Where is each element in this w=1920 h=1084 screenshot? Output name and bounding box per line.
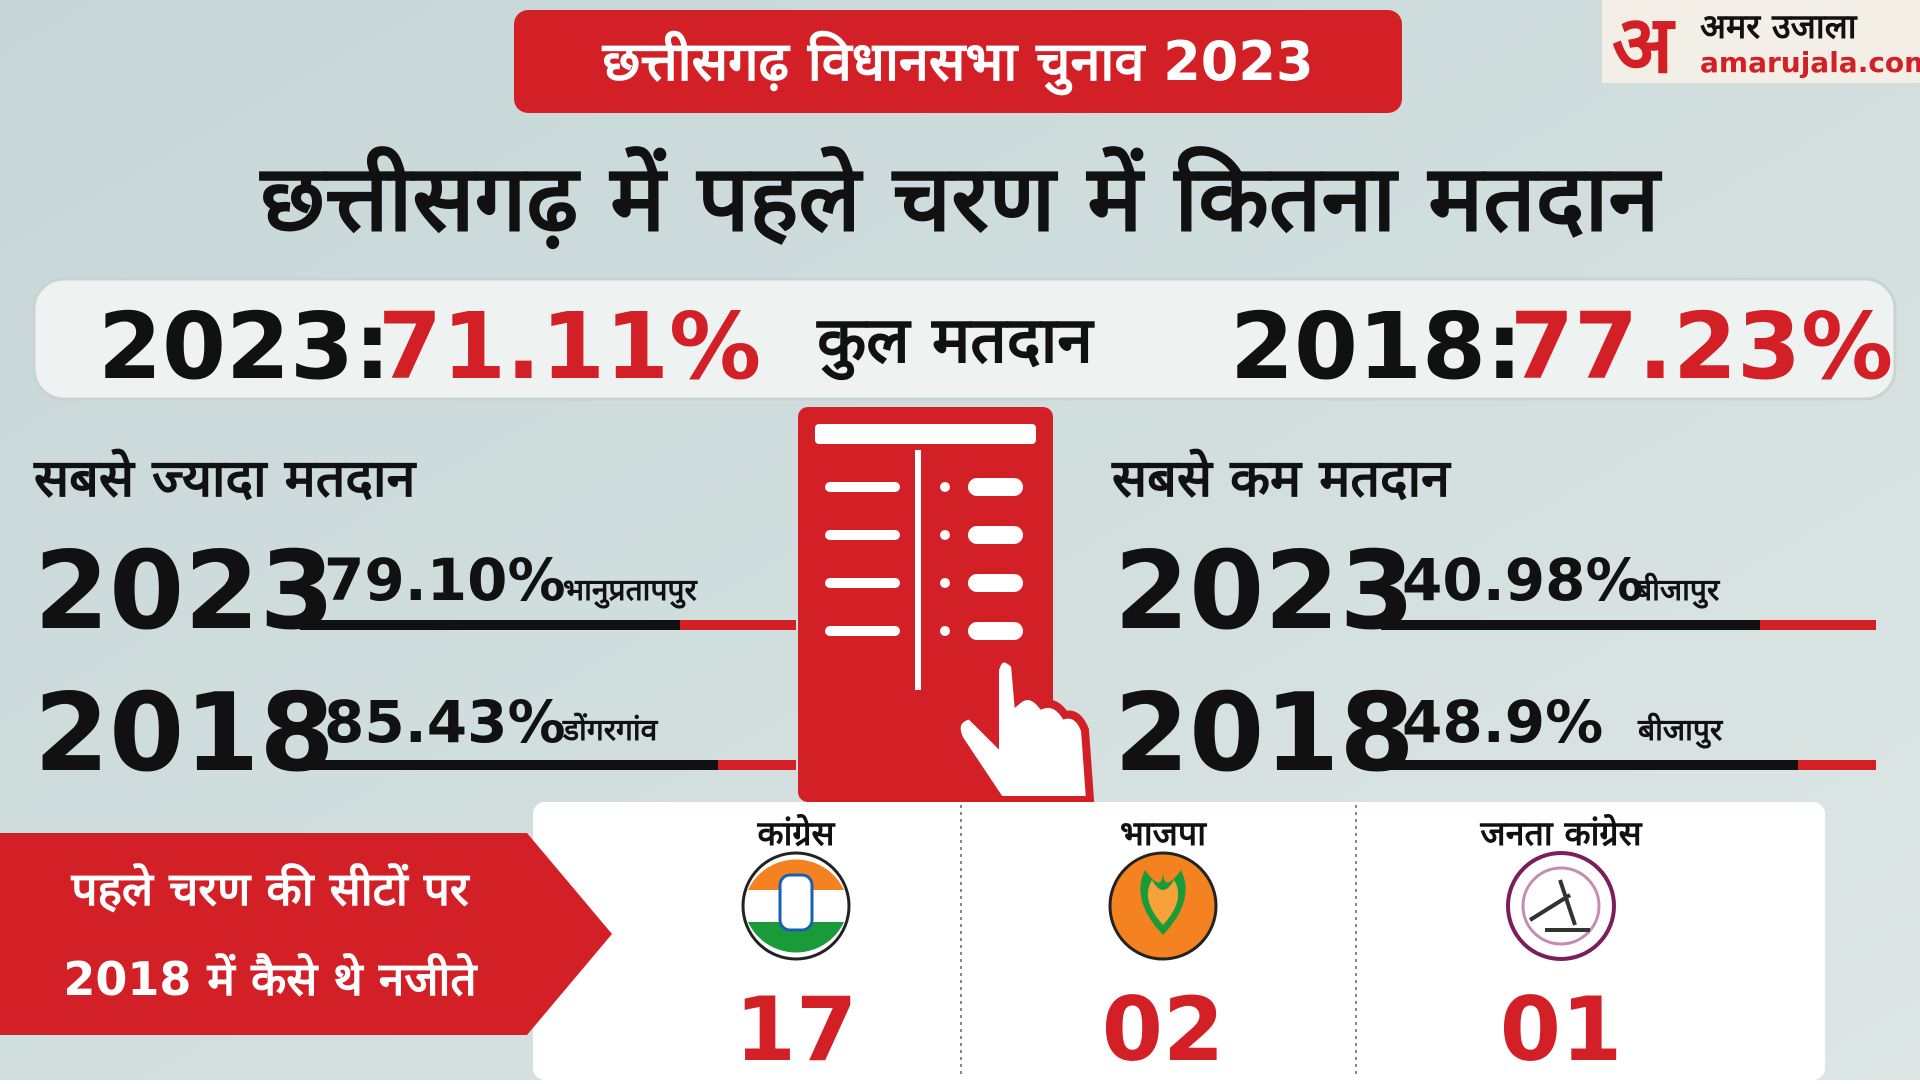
logo-name: अमर उजाला — [1700, 7, 1858, 47]
caption-line: 2018 में कैसे थे नजीते — [63, 952, 478, 1006]
party-logo — [1506, 851, 1616, 961]
party-seats: 01 — [1500, 978, 1622, 1080]
total-year-2018: 2018: — [1230, 293, 1523, 400]
party-name: जनता कांग्रेस — [1479, 813, 1642, 854]
party-name: कांग्रेस — [756, 813, 835, 854]
header-tag-box — [514, 10, 1402, 113]
highest-value: 79.10% — [324, 546, 566, 614]
highest-place: डोंगरगांव — [562, 712, 659, 748]
party-seats: 17 — [735, 978, 857, 1080]
total-value-2023: 71.11% — [378, 293, 761, 400]
totals-band — [32, 277, 1897, 401]
lowest-value: 48.9% — [1402, 688, 1603, 756]
highest-heading: सबसे ज्यादा मतदान — [33, 448, 417, 509]
header-tag: छत्तीसगढ़ विधानसभा चुनाव 2023 — [601, 30, 1313, 96]
lowest-year: 2018 — [1114, 671, 1415, 796]
highest-value: 85.43% — [324, 688, 566, 756]
caption-arrow — [0, 833, 612, 1035]
logo-site: amarujala.com — [1700, 46, 1920, 79]
highest-place: भानुप्रतापपुर — [563, 573, 699, 609]
voting-icon — [798, 407, 1095, 804]
logo-box — [1602, 0, 1920, 83]
party-seats: 02 — [1102, 978, 1224, 1080]
title: छत्तीसगढ़ में पहले चरण में कितना मतदान — [259, 145, 1663, 252]
logo-mark: अ — [1612, 0, 1676, 91]
total-label: कुल मतदान — [816, 304, 1095, 381]
lowest-value: 40.98% — [1402, 546, 1644, 614]
lowest-place: बीजापुर — [1634, 572, 1721, 609]
party-name: भाजपा — [1120, 814, 1207, 854]
party-logo — [1108, 851, 1218, 961]
highest-year: 2018 — [34, 671, 335, 796]
highest-year: 2023 — [34, 529, 335, 654]
total-value-2018: 77.23% — [1510, 293, 1893, 400]
lowest-heading: सबसे कम मतदान — [1111, 448, 1452, 509]
party-logo — [741, 851, 851, 961]
total-year-2023: 2023: — [98, 293, 391, 400]
lowest-year: 2023 — [1114, 529, 1415, 654]
lowest-place: बीजापुर — [1637, 712, 1724, 749]
caption-line: पहले चरण की सीटों पर — [70, 862, 471, 916]
